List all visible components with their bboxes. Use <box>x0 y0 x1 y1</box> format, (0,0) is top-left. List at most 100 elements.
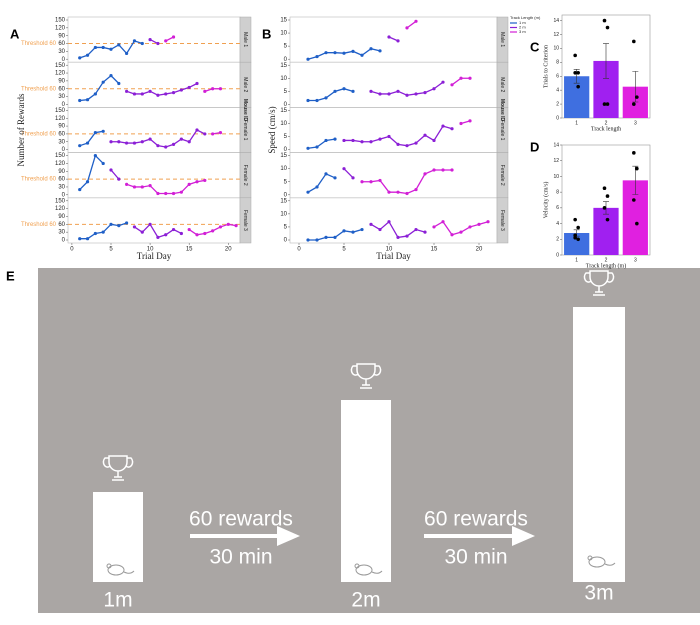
point <box>203 231 207 236</box>
point <box>148 38 152 42</box>
point <box>140 92 144 96</box>
y-tick-label: 5 <box>284 44 288 50</box>
point <box>148 137 152 141</box>
point <box>387 35 391 39</box>
point <box>441 80 445 84</box>
point <box>101 230 105 234</box>
facet-label: Female 1 <box>242 120 248 141</box>
mouse-icon <box>587 555 616 568</box>
y-tick-label: 5 <box>284 225 288 231</box>
facet-frame <box>289 107 498 153</box>
point <box>109 222 113 226</box>
x-tick-label: 2 <box>605 120 608 126</box>
point <box>156 144 160 148</box>
point <box>203 178 207 183</box>
facet-title: Mouse ID <box>499 99 505 122</box>
point <box>109 47 113 51</box>
data-point <box>576 84 580 89</box>
point <box>101 80 105 84</box>
point <box>218 225 223 229</box>
line <box>79 130 104 147</box>
point <box>324 51 328 55</box>
point <box>396 190 400 194</box>
point <box>195 233 199 237</box>
facet-label: Male 2 <box>499 77 505 92</box>
data-point <box>605 102 610 106</box>
y-tick-label: 10 <box>553 46 559 52</box>
y-axis-title: Speed (cm/s) <box>267 106 277 153</box>
x-tick-label: 3 <box>634 257 637 263</box>
facet-frame <box>67 107 241 153</box>
point <box>226 222 230 226</box>
point <box>125 89 129 93</box>
point <box>125 182 129 186</box>
y-tick-label: 30 <box>58 230 65 236</box>
data-point <box>602 186 607 191</box>
point <box>306 238 310 242</box>
point <box>109 74 113 78</box>
arrow-group: 60 rewards 30 min <box>424 508 535 569</box>
point <box>93 231 97 236</box>
point <box>203 132 207 136</box>
y-tick-label: 60 <box>58 177 65 183</box>
point <box>85 237 90 241</box>
y-tick-label: 150 <box>55 108 66 114</box>
y-tick-label: 90 <box>58 124 65 130</box>
trophy-icon <box>583 270 615 296</box>
track-bar <box>573 307 625 582</box>
y-tick-label: 6 <box>556 205 559 211</box>
point <box>333 51 337 55</box>
x-tick-label: 1 <box>575 120 578 126</box>
x-tick-label: 5 <box>342 247 346 253</box>
point <box>315 145 319 149</box>
facet-frame <box>67 197 241 244</box>
y-tick-label: 10 <box>280 31 287 37</box>
arrow <box>424 525 535 547</box>
point <box>140 140 144 144</box>
point <box>101 45 105 50</box>
y-tick-label: 10 <box>280 211 287 217</box>
mouse-icon <box>354 563 383 576</box>
line <box>406 20 417 29</box>
point <box>101 161 105 166</box>
point <box>132 39 137 43</box>
y-tick-label: 150 <box>55 153 66 159</box>
point <box>306 98 310 103</box>
y-tick-label: 0 <box>62 192 66 198</box>
point <box>387 190 391 194</box>
point <box>360 180 364 184</box>
point <box>378 178 382 183</box>
point <box>195 180 199 184</box>
y-tick-label: 60 <box>58 86 65 92</box>
point <box>117 43 121 47</box>
data-point <box>632 198 636 202</box>
point <box>195 81 199 86</box>
facet-title: Mouse ID <box>242 99 248 122</box>
line <box>344 125 453 147</box>
y-tick-label: 120 <box>55 116 66 122</box>
point <box>351 138 355 143</box>
y-tick-label: 10 <box>553 174 559 180</box>
x-tick-label: 20 <box>476 247 483 253</box>
point <box>369 180 373 184</box>
point <box>369 47 373 51</box>
point <box>333 176 337 180</box>
point <box>306 57 310 61</box>
x-tick-label: 1 <box>575 257 578 263</box>
line <box>308 88 354 102</box>
line <box>79 74 120 102</box>
point <box>342 87 346 91</box>
point <box>396 142 400 146</box>
point <box>414 187 418 192</box>
point <box>405 191 409 196</box>
data-point <box>576 237 580 242</box>
track-bar <box>93 492 143 582</box>
x-tick-label: 5 <box>109 247 113 253</box>
line <box>126 179 205 195</box>
panel-letter: A <box>10 26 20 41</box>
point <box>441 168 445 172</box>
y-tick-label: 14 <box>553 18 559 24</box>
data-point <box>632 39 636 44</box>
data-point <box>602 18 607 23</box>
